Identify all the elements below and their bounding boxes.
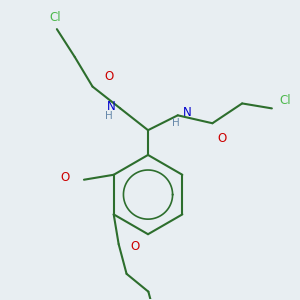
- Text: N: N: [106, 100, 115, 113]
- Text: O: O: [104, 70, 114, 83]
- Text: O: O: [130, 240, 140, 253]
- Text: O: O: [218, 132, 226, 145]
- Text: H: H: [172, 118, 180, 128]
- Text: O: O: [61, 171, 70, 184]
- Text: Cl: Cl: [49, 11, 61, 24]
- Text: H: H: [104, 111, 112, 121]
- Text: Cl: Cl: [280, 94, 291, 107]
- Text: N: N: [183, 106, 191, 119]
